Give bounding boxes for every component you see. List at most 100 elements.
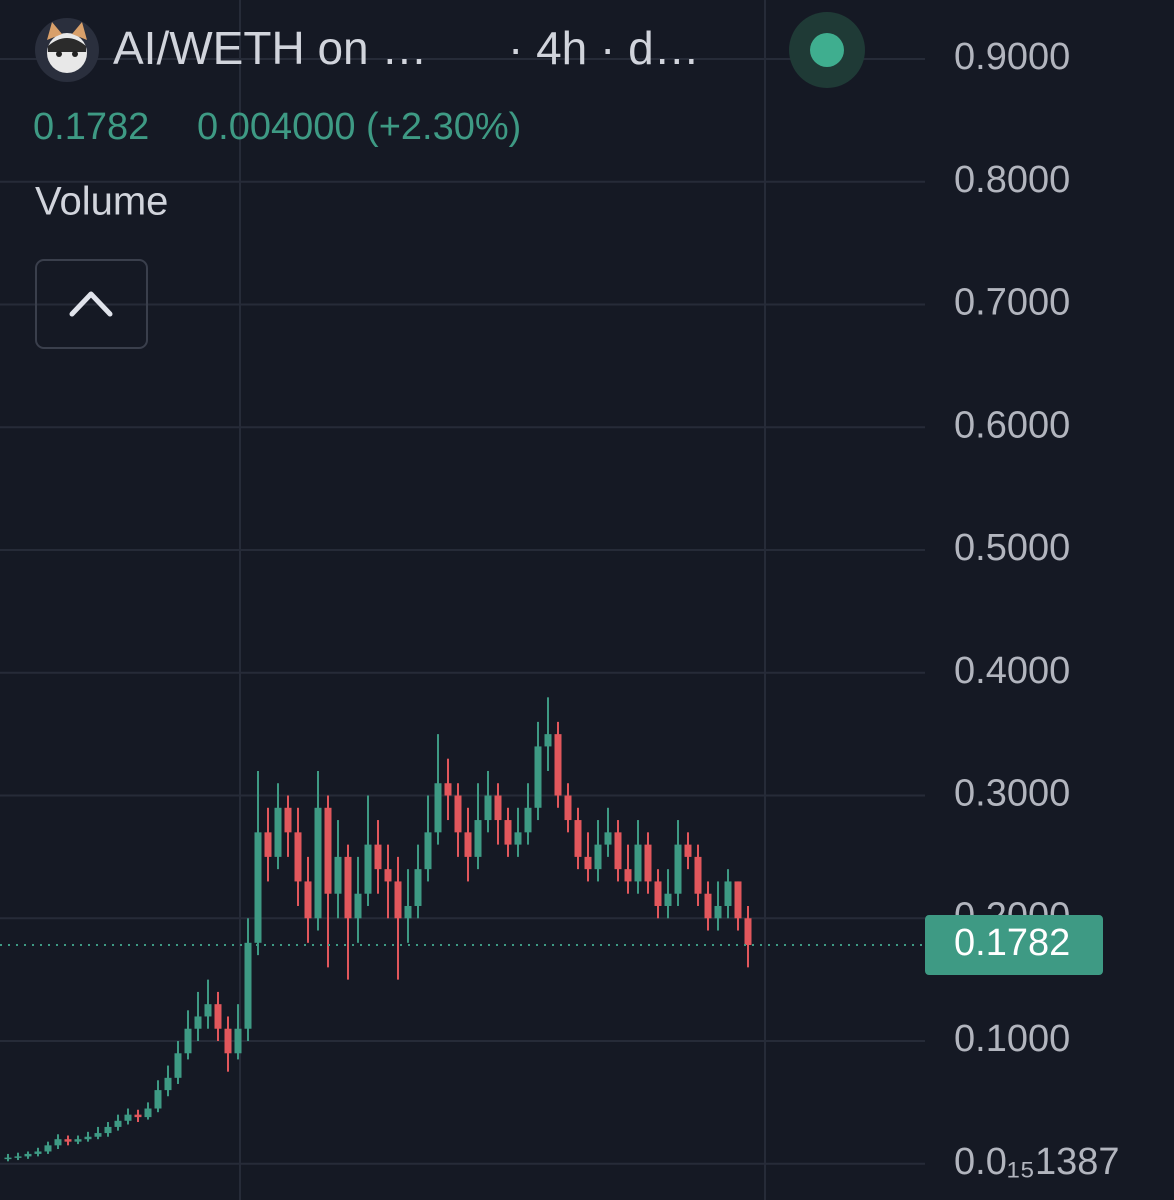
token-icon-eye (56, 51, 62, 57)
candle-body (504, 820, 512, 845)
y-tick-label: 0.1000 (954, 1018, 1070, 1060)
candle-body (574, 820, 582, 857)
y-tick-label: 0.6000 (954, 404, 1070, 446)
candle-body (174, 1053, 182, 1078)
candle-body (34, 1151, 42, 1154)
candle-body (254, 832, 262, 943)
candle-body (584, 856, 592, 870)
candle-body (434, 783, 442, 833)
candle-body (644, 844, 652, 882)
candle-body (414, 869, 422, 906)
candle-body (154, 1090, 162, 1109)
y-tick-label: 0.8000 (954, 159, 1070, 201)
candle-body (274, 807, 282, 857)
collapse-button[interactable] (35, 259, 148, 349)
indicator-label: Volume (35, 180, 168, 224)
candle-body (104, 1126, 112, 1134)
candle-body (314, 807, 322, 919)
candle-body (64, 1139, 72, 1142)
y-tick-label: 0.7000 (954, 282, 1070, 324)
token-icon-eye (72, 51, 78, 57)
candle-body (534, 746, 542, 808)
candle-body (464, 832, 472, 857)
candle-body (4, 1157, 12, 1160)
candle-body (664, 893, 672, 906)
candle-body (494, 795, 502, 821)
candle-body (684, 844, 692, 857)
candle-body (634, 844, 642, 882)
candle-body (94, 1133, 102, 1137)
candle-body (424, 832, 432, 870)
symbol-title: AI/WETH on … (113, 22, 427, 74)
last-price-label: 0.1782 (954, 922, 1070, 964)
candle-body (544, 734, 552, 747)
candle-body (74, 1139, 82, 1142)
candle-body (484, 795, 492, 821)
candle-body (444, 783, 452, 796)
candle-body (364, 844, 372, 894)
candle-body (244, 942, 252, 1029)
candle-body (264, 832, 272, 857)
candle-body (84, 1136, 92, 1140)
candle-body (304, 881, 312, 919)
candle-body (214, 1004, 222, 1029)
token-icon-ears (47, 22, 87, 40)
candle-body (674, 844, 682, 894)
candle-body (624, 869, 632, 882)
header: AI/WETH on … · 4h · d… 0.1782 0.004000 (… (33, 12, 865, 349)
candle-body (194, 1016, 202, 1029)
candle-body (54, 1139, 62, 1146)
token-icon-hair (48, 38, 86, 52)
candle-body (404, 905, 412, 919)
candle-body (204, 1004, 212, 1017)
candle-body (564, 795, 572, 821)
candle-body (614, 832, 622, 870)
y-tick-label: 0.9000 (954, 36, 1070, 78)
candle-body (514, 832, 522, 845)
y-tick-label: 0.0₁₅1387 (954, 1141, 1120, 1183)
y-tick-label: 0.3000 (954, 773, 1070, 815)
candle-body (294, 832, 302, 882)
candle-body (374, 844, 382, 870)
candle-body (734, 881, 742, 919)
candle-body (124, 1114, 132, 1121)
candle-body (344, 856, 352, 919)
candle-body (24, 1153, 32, 1157)
candle-body (44, 1145, 52, 1152)
price-axis: 0.0₁₅13870.10000.20000.30000.40000.50000… (925, 36, 1120, 1183)
candle-body (744, 918, 752, 946)
candle-body (524, 807, 532, 833)
candle-body (164, 1077, 172, 1091)
candle-body (14, 1156, 22, 1158)
chevron-up-icon (69, 291, 113, 317)
candle-body (324, 807, 332, 894)
y-tick-label: 0.5000 (954, 527, 1070, 569)
candle-body (474, 820, 482, 857)
candle-body (234, 1028, 242, 1054)
candle-body (454, 795, 462, 833)
header-price: 0.1782 (33, 106, 149, 148)
candle-body (394, 881, 402, 919)
candle-body (694, 856, 702, 894)
grid (0, 0, 925, 1200)
candle-body (384, 869, 392, 882)
plot-area (0, 697, 925, 1162)
candle-body (704, 893, 712, 919)
candle-body (284, 807, 292, 833)
candle-body (554, 734, 562, 796)
candle-body (134, 1114, 142, 1118)
interval-subtitle: · 4h · d… (508, 22, 700, 74)
candle-body (654, 881, 662, 906)
candle-body (184, 1028, 192, 1054)
header-change: 0.004000 (+2.30%) (197, 106, 521, 148)
status-indicator[interactable] (810, 33, 844, 67)
candle-body (714, 905, 722, 919)
y-tick-label: 0.4000 (954, 650, 1070, 692)
candle-body (594, 844, 602, 870)
candle-body (334, 856, 342, 894)
candle-body (224, 1028, 232, 1054)
candle-body (354, 893, 362, 919)
